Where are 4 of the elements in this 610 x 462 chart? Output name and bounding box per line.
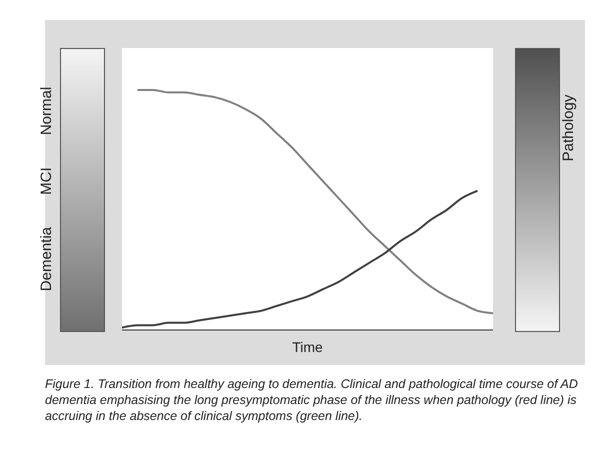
caption: Figure 1. Transition from healthy ageing to dementia. Clinical and pathological time course of AD dementia emphasising the long presymptomatic phase of the illness when pathology (red line) is accruing in the absence of clinical symptoms (green line). <box>45 376 579 424</box>
y2-axis-title: Pathology <box>560 94 578 164</box>
y-axis-title: Dementia MCI Normal <box>38 86 56 294</box>
x-axis-title: Time <box>292 339 324 355</box>
